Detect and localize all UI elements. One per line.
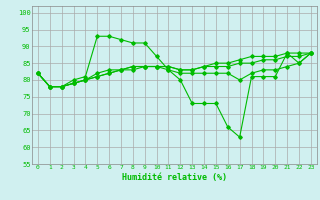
X-axis label: Humidité relative (%): Humidité relative (%) xyxy=(122,173,227,182)
